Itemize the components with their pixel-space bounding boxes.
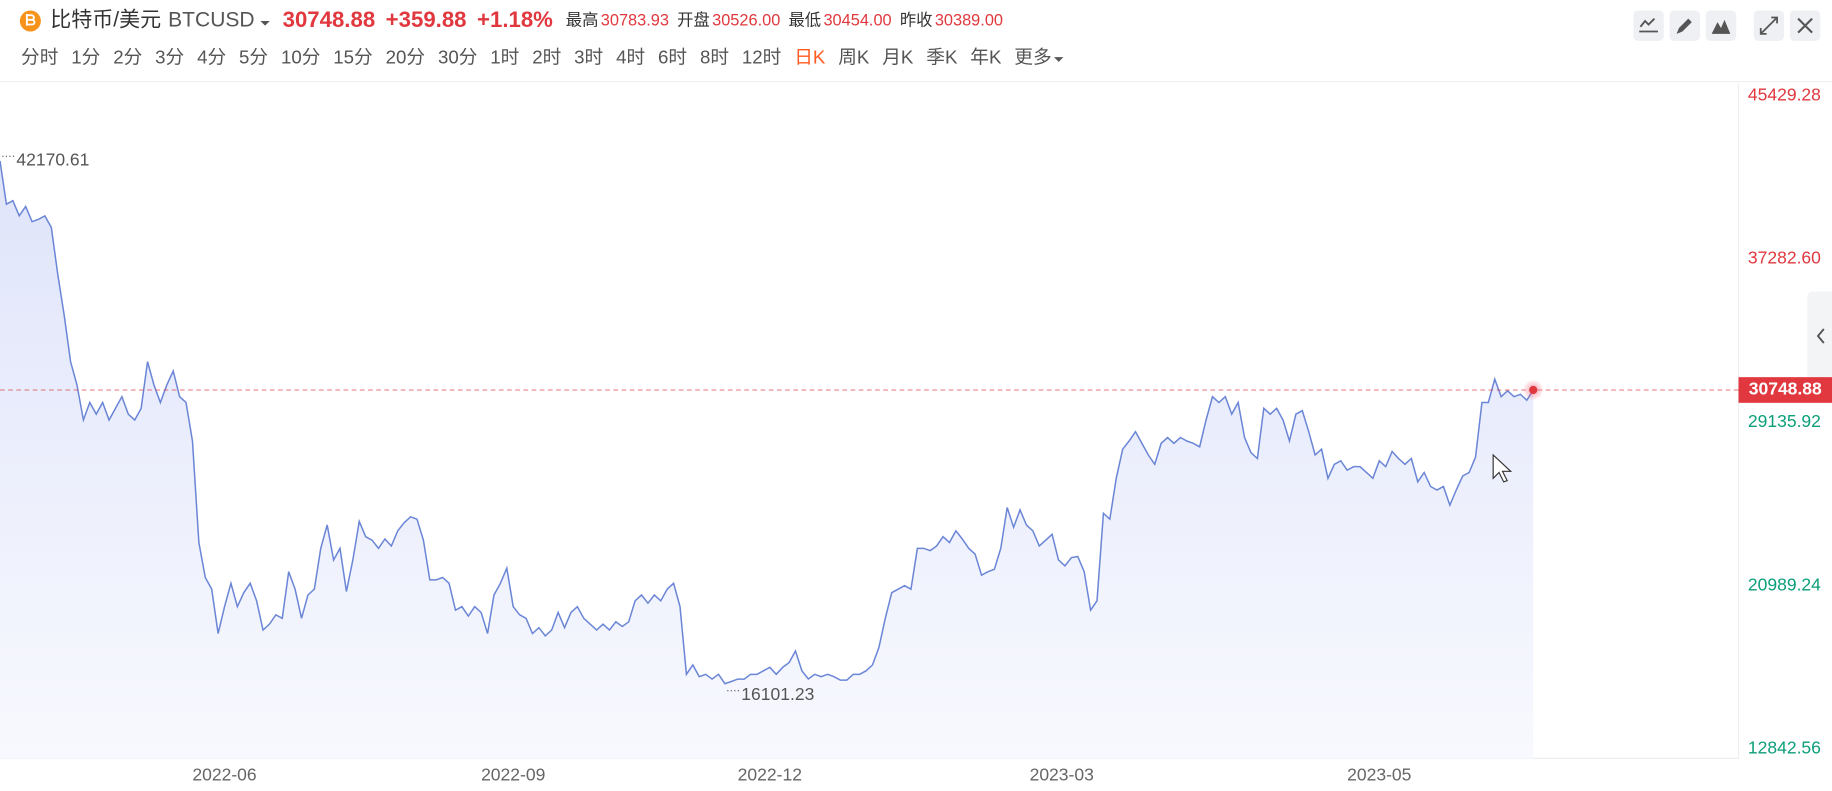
indicator-icon — [1639, 18, 1658, 33]
stat-value: 30526.00 — [712, 11, 780, 29]
mouse-cursor — [1492, 453, 1513, 483]
interval-button[interactable]: 更多 — [1014, 46, 1051, 67]
stat-label: 最低 — [788, 11, 821, 29]
stat-value: 30783.93 — [601, 11, 669, 29]
coin-glyph — [25, 14, 36, 26]
interval-button[interactable]: 2时 — [532, 46, 561, 67]
current-price-tag — [1738, 377, 1832, 403]
interval-button[interactable]: 2分 — [113, 46, 142, 67]
interval-button[interactable]: 1分 — [71, 46, 100, 67]
stat-label: 开盘 — [677, 10, 710, 29]
x-tick-label: 2022-06 — [192, 764, 256, 784]
y-tick-label: 20989.24 — [1748, 574, 1821, 594]
chart-type-button[interactable] — [1705, 10, 1737, 41]
interval-button[interactable]: 日K — [794, 46, 826, 67]
interval-button[interactable]: 1时 — [490, 46, 519, 67]
instrument-name: 比特币/美元 — [50, 9, 161, 32]
chart-type-icon — [1711, 19, 1731, 34]
symbol-dropdown-arrow — [260, 21, 270, 26]
x-tick-label: 2022-09 — [481, 764, 545, 784]
last-price: 30748.88 — [283, 7, 376, 32]
interval-button[interactable]: 10分 — [281, 46, 320, 67]
interval-button[interactable]: 6时 — [658, 46, 687, 67]
coin-icon — [19, 10, 41, 32]
interval-button[interactable]: 12时 — [742, 46, 781, 67]
stat-label: 最高 — [566, 11, 599, 29]
interval-button[interactable]: 3时 — [574, 46, 603, 67]
interval-button[interactable]: 周K — [838, 46, 870, 67]
interval-button[interactable]: 20分 — [386, 46, 425, 67]
current-price-label: 30748.88 — [1749, 379, 1822, 399]
draw-icon — [1676, 18, 1692, 34]
price-change: +359.88 — [386, 7, 467, 32]
interval-button[interactable]: 30分 — [438, 46, 477, 67]
side-panel-arrow — [1816, 328, 1825, 344]
more-arrow — [1054, 57, 1064, 62]
side-panel-tab[interactable] — [1807, 291, 1832, 381]
y-tick-label: 37282.60 — [1748, 248, 1821, 268]
stat-value: 30389.00 — [935, 11, 1003, 29]
interval-button[interactable]: 年K — [970, 46, 1002, 67]
x-tick-label: 2022-12 — [738, 764, 802, 784]
y-tick-label: 45429.28 — [1748, 84, 1821, 104]
plot: 12842.56 20989.24 29135.92 37282.60 45429.28… — [0, 84, 1832, 784]
interval-button[interactable]: 季K — [926, 46, 958, 67]
current-price-dot — [1529, 385, 1538, 395]
stat-label: 昨收 — [900, 11, 933, 29]
expand-icon — [1759, 16, 1778, 35]
interval-button[interactable]: 4时 — [616, 46, 645, 67]
price-area — [0, 161, 1534, 759]
y-tick-label: 12842.56 — [1748, 738, 1821, 758]
x-tick-label: 2023-05 — [1347, 764, 1411, 784]
y-tick-label: 29135.92 — [1748, 411, 1821, 431]
interval-button[interactable]: 8时 — [700, 46, 729, 67]
min-price-label: 16101.23 — [741, 684, 814, 704]
interval-button[interactable]: 5分 — [239, 46, 268, 67]
interval-button[interactable]: 4分 — [197, 46, 226, 67]
price-change-percent: +1.18% — [477, 7, 553, 32]
interval-button[interactable]: 3分 — [155, 46, 184, 67]
interval-button[interactable]: 月K — [882, 46, 914, 67]
instrument-symbol: BTCUSD — [168, 9, 254, 32]
close-icon — [1797, 17, 1813, 34]
interval-button[interactable]: 15分 — [333, 46, 372, 67]
interval-button[interactable]: 分时 — [21, 46, 58, 67]
stat-value: 30454.00 — [823, 11, 891, 29]
max-price-label: 42170.61 — [16, 150, 89, 170]
price-line — [0, 160, 1534, 685]
tool-buttons[interactable] — [1633, 10, 1821, 41]
x-tick-label: 2023-03 — [1030, 764, 1094, 784]
